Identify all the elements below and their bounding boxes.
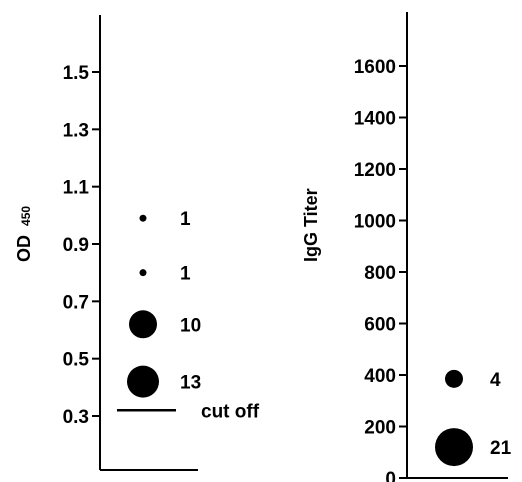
od-axis-title-subscript: 450 xyxy=(19,206,33,226)
od-axis-title: OD 450 xyxy=(14,206,34,262)
igg-tick-label: 800 xyxy=(364,263,396,284)
igg-tick-label: 400 xyxy=(364,366,396,387)
od-cutoff: cut off xyxy=(117,401,260,422)
od-points: 1 1 10 13 xyxy=(127,209,201,398)
igg-tick-label: 200 xyxy=(364,418,396,439)
od-tick-label: 0.3 xyxy=(63,407,89,428)
od-point-count-label: 1 xyxy=(180,264,191,285)
od-point xyxy=(139,269,147,277)
igg-tick-label: 600 xyxy=(364,315,396,336)
igg-axis-title: IgG Titer xyxy=(301,188,321,262)
od-point xyxy=(127,365,159,398)
igg-tick-label: 1600 xyxy=(354,57,396,78)
igg-point-count-label: 4 xyxy=(490,370,501,391)
igg-tick-label: 1200 xyxy=(354,160,396,181)
panel-igg: IgG Titer 02004006008001000120014001600 … xyxy=(301,12,512,482)
igg-points: 4 21 xyxy=(435,369,512,467)
cutoff-label: cut off xyxy=(201,401,260,422)
od-point xyxy=(129,310,157,339)
igg-tick-label: 1000 xyxy=(354,212,396,233)
od-tick-label: 0.5 xyxy=(63,350,90,371)
od-point-count-label: 1 xyxy=(180,209,191,230)
od-ticks: 0.3 0.5 0.7 0.9 1.1 1.3 1.5 xyxy=(63,63,100,428)
od-tick-label: 0.9 xyxy=(63,235,89,256)
igg-point xyxy=(445,369,463,388)
od-tick-label: 0.7 xyxy=(63,292,89,313)
od-tick-label: 1.3 xyxy=(63,120,89,141)
panel-od: OD 450 0.3 0.5 0.7 0.9 1.1 1.3 1.5 1 1 10 13 cut … xyxy=(14,15,260,471)
igg-point-count-label: 21 xyxy=(490,438,512,459)
igg-point xyxy=(435,428,473,467)
od-point-count-label: 13 xyxy=(180,373,201,394)
igg-tick-label: 0 xyxy=(385,469,396,482)
od-point xyxy=(139,214,147,222)
igg-tick-label: 1400 xyxy=(354,109,396,130)
od-axis-title-main: OD xyxy=(14,235,34,262)
od-tick-label: 1.5 xyxy=(63,63,90,84)
od-point-count-label: 10 xyxy=(180,315,201,336)
od-tick-label: 1.1 xyxy=(63,178,90,199)
igg-ticks: 0 200 400 600 800 1000 1200 1400 1600 xyxy=(354,57,407,482)
